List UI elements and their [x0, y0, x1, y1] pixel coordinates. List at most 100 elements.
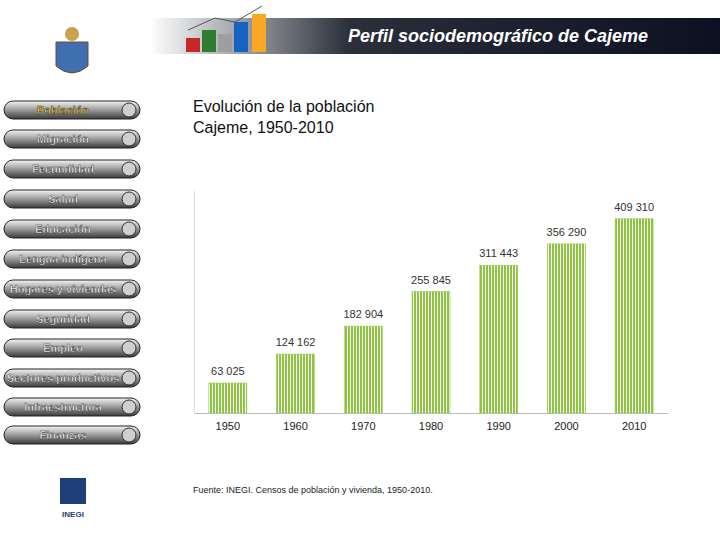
menu-label[interactable]: Fecundidad	[32, 163, 94, 175]
bar	[344, 326, 382, 413]
menu-button[interactable]	[4, 130, 140, 148]
x-tick: 2010	[622, 413, 646, 432]
menu-label[interactable]: Lengua indígena	[19, 253, 107, 265]
menu-knob	[122, 162, 136, 176]
icon-bar	[234, 22, 248, 52]
menu: Población Migración Fecundidad Salud Educaci…	[4, 101, 140, 444]
bar	[412, 292, 450, 413]
menu-knob	[122, 428, 136, 442]
icon-bar	[202, 30, 216, 52]
icon-bar	[252, 14, 266, 52]
menu-label[interactable]: Salud	[48, 193, 78, 205]
menu-knob	[122, 252, 136, 266]
data-labels: 63 025 124 162 182 904 255 845 311 443 356 29…	[211, 201, 654, 377]
menu-knob	[122, 400, 136, 414]
icon-bar	[218, 34, 232, 52]
data-label: 255 845	[411, 274, 451, 286]
menu-knob	[122, 103, 136, 117]
menu-knob	[122, 341, 136, 355]
x-tick-label: 1950	[216, 420, 240, 432]
bar	[277, 354, 315, 413]
x-tick: 2000	[554, 413, 578, 432]
icon-bar	[186, 38, 200, 52]
menu-knob	[122, 132, 136, 146]
menu-button[interactable]	[4, 398, 140, 416]
menu-item[interactable]: Educación	[4, 220, 140, 238]
x-tick: 1990	[486, 413, 510, 432]
bar	[209, 383, 247, 413]
menu-label[interactable]: Sectores productivos	[7, 372, 119, 384]
x-tick-label: 1990	[486, 420, 510, 432]
bars	[209, 219, 653, 413]
menu-item[interactable]: Población	[4, 101, 140, 119]
y-axis	[194, 191, 195, 414]
menu-label[interactable]: Hogares y viviendas	[10, 283, 116, 295]
menu-label[interactable]: Educación	[35, 223, 91, 235]
logo-text: INEGI	[62, 510, 84, 519]
menu-item[interactable]: Seguridad	[4, 310, 140, 328]
menu-button[interactable]	[4, 369, 140, 387]
menu-button[interactable]	[4, 160, 140, 178]
crest-shield	[56, 42, 88, 73]
bar	[480, 265, 518, 413]
menu-label[interactable]: Población	[37, 104, 90, 116]
header-title: Perfil sociodemográfico de Cajeme	[348, 26, 648, 46]
data-label: 124 162	[276, 336, 316, 348]
menu-button[interactable]	[4, 250, 140, 268]
header-icon	[186, 6, 266, 52]
menu-item[interactable]: Lengua indígena	[4, 250, 140, 268]
x-tick: 1950	[216, 413, 240, 432]
chart-title: Evolución de la población Cajeme, 1950-20…	[193, 98, 374, 136]
menu-item[interactable]: Empleo	[4, 339, 140, 357]
header-band	[150, 18, 720, 54]
menu-item[interactable]: Finanzas	[4, 426, 140, 444]
chart-title-line: Cajeme, 1950-2010	[193, 119, 334, 136]
crest	[56, 27, 88, 73]
y-axis-line	[194, 191, 195, 414]
logo-box	[60, 478, 86, 504]
menu-knob	[122, 192, 136, 206]
menu-label[interactable]: Infraestructura	[24, 401, 103, 413]
crest-top	[65, 27, 79, 41]
menu-button[interactable]	[4, 426, 140, 444]
data-label: 182 904	[343, 308, 383, 320]
menu-item[interactable]: Hogares y viviendas	[4, 280, 140, 298]
x-tick-label: 1970	[351, 420, 375, 432]
menu-button[interactable]	[4, 101, 140, 119]
x-tick-label: 2000	[554, 420, 578, 432]
logo: INEGI	[60, 478, 86, 519]
x-tick-label: 1980	[419, 420, 443, 432]
x-tick: 1980	[419, 413, 443, 432]
menu-item[interactable]: Fecundidad	[4, 160, 140, 178]
source-note: Fuente: INEGI. Censos de población y viv…	[193, 485, 433, 495]
menu-item[interactable]: Sectores productivos	[4, 369, 140, 387]
data-label: 311 443	[479, 247, 518, 259]
menu-item[interactable]: Infraestructura	[4, 398, 140, 416]
x-axis: 1950 1960 1970 1980 1990 2000 2010	[195, 413, 669, 432]
x-tick: 1960	[283, 413, 307, 432]
menu-label[interactable]: Migración	[37, 133, 89, 145]
menu-item[interactable]: Salud	[4, 190, 140, 208]
icon-line	[188, 6, 262, 30]
menu-label[interactable]: Empleo	[43, 342, 83, 354]
x-tick-label: 2010	[622, 420, 646, 432]
menu-button[interactable]	[4, 280, 140, 298]
chart-title-line: Evolución de la población	[193, 98, 374, 115]
menu-button[interactable]	[4, 339, 140, 357]
menu-knob	[122, 371, 136, 385]
x-tick: 1970	[351, 413, 375, 432]
menu-button[interactable]	[4, 310, 140, 328]
menu-knob	[122, 282, 136, 296]
x-tick-label: 1960	[283, 420, 307, 432]
menu-knob	[122, 222, 136, 236]
data-label: 356 290	[547, 226, 587, 238]
menu-label[interactable]: Seguridad	[36, 313, 90, 325]
menu-button[interactable]	[4, 220, 140, 238]
menu-label[interactable]: Finanzas	[39, 429, 86, 441]
data-label: 409 310	[614, 201, 654, 213]
bar	[547, 244, 585, 413]
menu-item[interactable]: Migración	[4, 130, 140, 148]
menu-button[interactable]	[4, 190, 140, 208]
data-label: 63 025	[211, 365, 245, 377]
menu-knob	[122, 312, 136, 326]
